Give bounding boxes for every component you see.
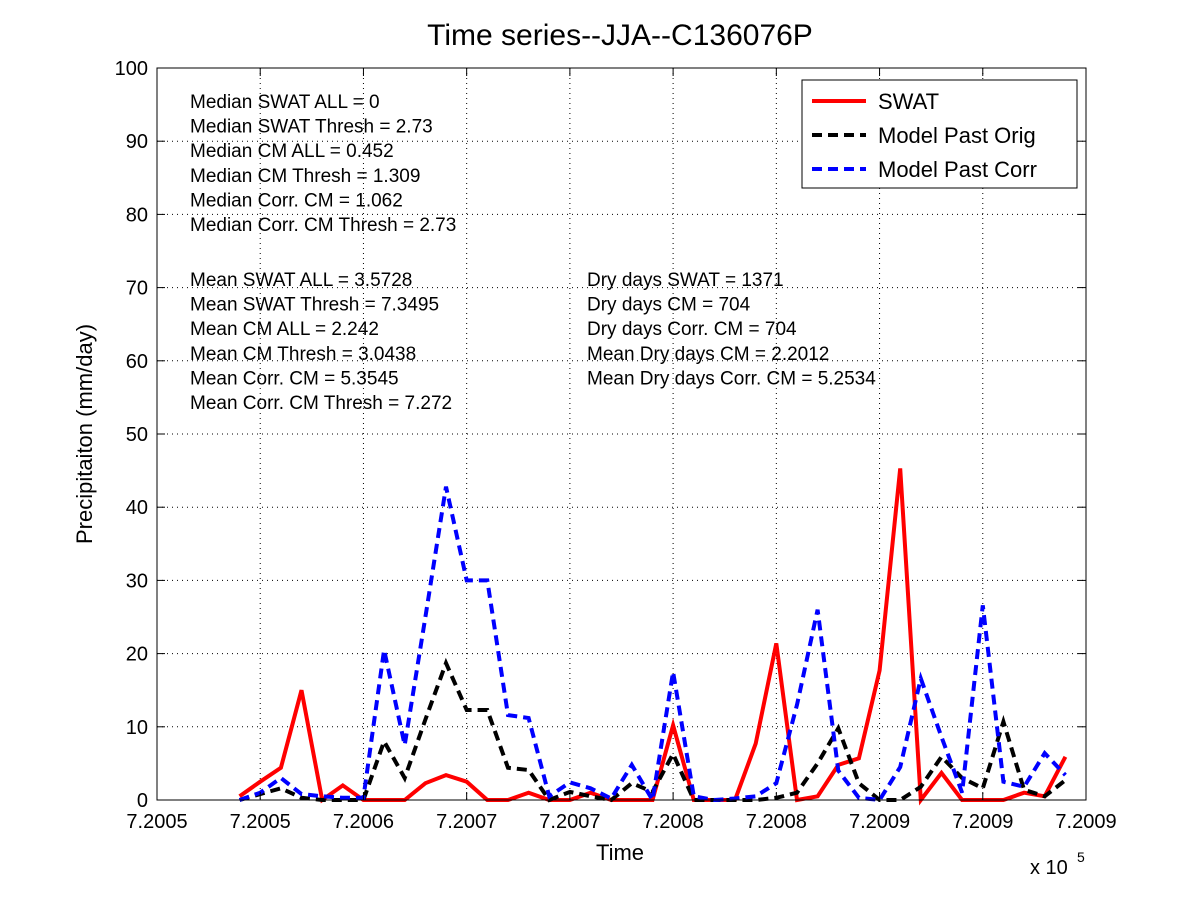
median-stat: Median Corr. CM = 1.062 (190, 190, 403, 211)
x-tick-label: 7.2009 (849, 811, 910, 833)
median-stat: Median Corr. CM Thresh = 2.73 (190, 215, 456, 236)
dry-days-stat: Dry days Corr. CM = 704 (587, 319, 797, 340)
x-axis-label: Time (596, 840, 644, 865)
median-stat: Median CM Thresh = 1.309 (190, 166, 420, 187)
dry-days-stat: Dry days CM = 704 (587, 295, 751, 316)
x-tick-label: 7.2005 (230, 811, 291, 833)
mean-stat: Mean SWAT ALL = 3.5728 (190, 270, 412, 291)
median-stat: Median SWAT ALL = 0 (190, 92, 380, 113)
mean-stat: Mean Corr. CM = 5.3545 (190, 368, 399, 389)
x-multiplier-exponent: 5 (1077, 849, 1085, 865)
chart-title: Time series--JJA--C136076P (427, 19, 813, 52)
x-tick-label: 7.2009 (952, 811, 1013, 833)
dry-days-stat: Mean Dry days CM = 2.2012 (587, 344, 829, 365)
y-tick-label: 50 (126, 424, 148, 446)
x-tick-label: 7.2007 (539, 811, 600, 833)
legend-label: Model Past Corr (878, 157, 1037, 182)
x-tick-label: 7.2008 (643, 811, 704, 833)
x-tick-label: 7.2006 (333, 811, 394, 833)
y-tick-label: 0 (137, 790, 148, 812)
y-tick-label: 80 (126, 204, 148, 226)
y-tick-label: 40 (126, 497, 148, 519)
y-tick-label: 10 (126, 717, 148, 739)
legend: SWAT Model Past Orig Model Past Corr (801, 79, 1078, 189)
statistics-annotations: Median SWAT ALL = 0 Median SWAT Thresh = … (190, 92, 876, 414)
mean-stat: Mean CM ALL = 2.242 (190, 319, 379, 340)
mean-stat: Mean SWAT Thresh = 7.3495 (190, 295, 439, 316)
y-tick-label: 60 (126, 351, 148, 373)
median-stat: Median SWAT Thresh = 2.73 (190, 117, 433, 138)
ticks: 7.2005 7.2005 7.2006 7.2007 7.2007 7.2008 7.20… (115, 58, 1117, 833)
y-tick-label: 70 (126, 278, 148, 300)
x-tick-label: 7.2005 (126, 811, 187, 833)
x-tick-label: 7.2009 (1055, 811, 1116, 833)
mean-stat: Mean Corr. CM Thresh = 7.272 (190, 393, 452, 414)
legend-label: SWAT (878, 89, 939, 114)
dry-days-stat: Dry days SWAT = 1371 (587, 270, 784, 291)
y-tick-label: 100 (115, 58, 148, 80)
y-axis-label: Precipitaiton (mm/day) (72, 324, 97, 544)
x-tick-label: 7.2007 (436, 811, 497, 833)
y-tick-label: 30 (126, 570, 148, 592)
mean-stat: Mean CM Thresh = 3.0438 (190, 344, 416, 365)
y-tick-label: 20 (126, 644, 148, 666)
median-stat: Median CM ALL = 0.452 (190, 141, 394, 162)
y-tick-label: 90 (126, 131, 148, 153)
plot-area (157, 68, 1086, 800)
dry-days-stat: Mean Dry days Corr. CM = 5.2534 (587, 368, 876, 389)
legend-label: Model Past Orig (878, 123, 1036, 148)
x-multiplier: x 10 (1030, 857, 1068, 879)
series-line-model-past-corr (238, 486, 1067, 806)
x-tick-label: 7.2008 (746, 811, 807, 833)
